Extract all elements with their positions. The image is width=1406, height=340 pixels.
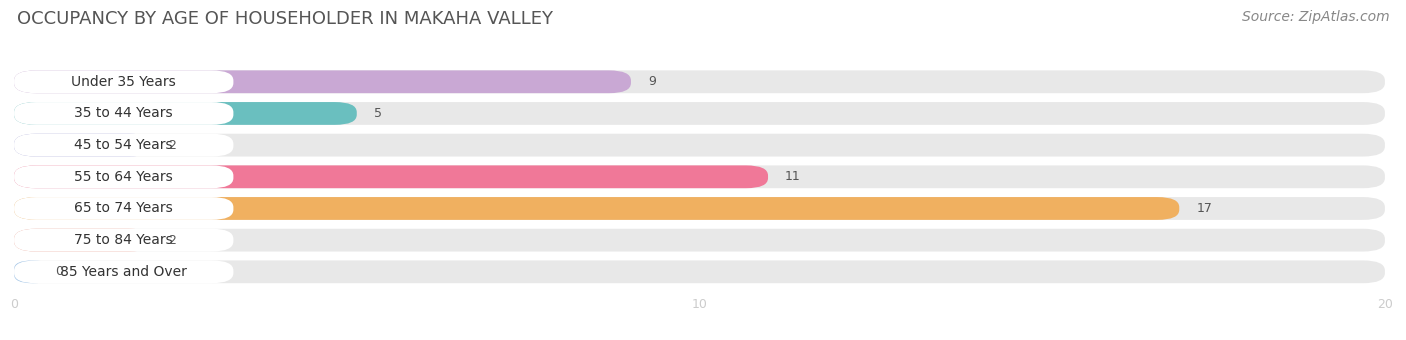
FancyBboxPatch shape: [14, 229, 152, 252]
Text: 17: 17: [1197, 202, 1212, 215]
FancyBboxPatch shape: [14, 102, 1385, 125]
FancyBboxPatch shape: [14, 197, 1385, 220]
FancyBboxPatch shape: [14, 260, 233, 283]
Text: Under 35 Years: Under 35 Years: [72, 75, 176, 89]
FancyBboxPatch shape: [14, 70, 631, 93]
Text: 2: 2: [169, 139, 176, 152]
FancyBboxPatch shape: [14, 197, 1180, 220]
Text: 55 to 64 Years: 55 to 64 Years: [75, 170, 173, 184]
FancyBboxPatch shape: [14, 197, 233, 220]
Text: 65 to 74 Years: 65 to 74 Years: [75, 202, 173, 216]
FancyBboxPatch shape: [14, 102, 233, 125]
Text: 85 Years and Over: 85 Years and Over: [60, 265, 187, 279]
Text: 11: 11: [785, 170, 801, 183]
FancyBboxPatch shape: [14, 260, 52, 283]
FancyBboxPatch shape: [14, 229, 1385, 252]
Text: 9: 9: [648, 75, 657, 88]
Text: 35 to 44 Years: 35 to 44 Years: [75, 106, 173, 120]
FancyBboxPatch shape: [14, 229, 233, 252]
Text: OCCUPANCY BY AGE OF HOUSEHOLDER IN MAKAHA VALLEY: OCCUPANCY BY AGE OF HOUSEHOLDER IN MAKAH…: [17, 10, 553, 28]
Text: 75 to 84 Years: 75 to 84 Years: [75, 233, 173, 247]
FancyBboxPatch shape: [14, 165, 1385, 188]
FancyBboxPatch shape: [14, 70, 233, 93]
FancyBboxPatch shape: [14, 165, 768, 188]
Text: 2: 2: [169, 234, 176, 246]
FancyBboxPatch shape: [14, 165, 233, 188]
FancyBboxPatch shape: [14, 134, 233, 156]
FancyBboxPatch shape: [14, 260, 1385, 283]
Text: 0: 0: [55, 265, 63, 278]
FancyBboxPatch shape: [14, 70, 1385, 93]
Text: 45 to 54 Years: 45 to 54 Years: [75, 138, 173, 152]
FancyBboxPatch shape: [14, 102, 357, 125]
FancyBboxPatch shape: [14, 134, 1385, 156]
FancyBboxPatch shape: [14, 134, 152, 156]
Text: Source: ZipAtlas.com: Source: ZipAtlas.com: [1241, 10, 1389, 24]
Text: 5: 5: [374, 107, 382, 120]
